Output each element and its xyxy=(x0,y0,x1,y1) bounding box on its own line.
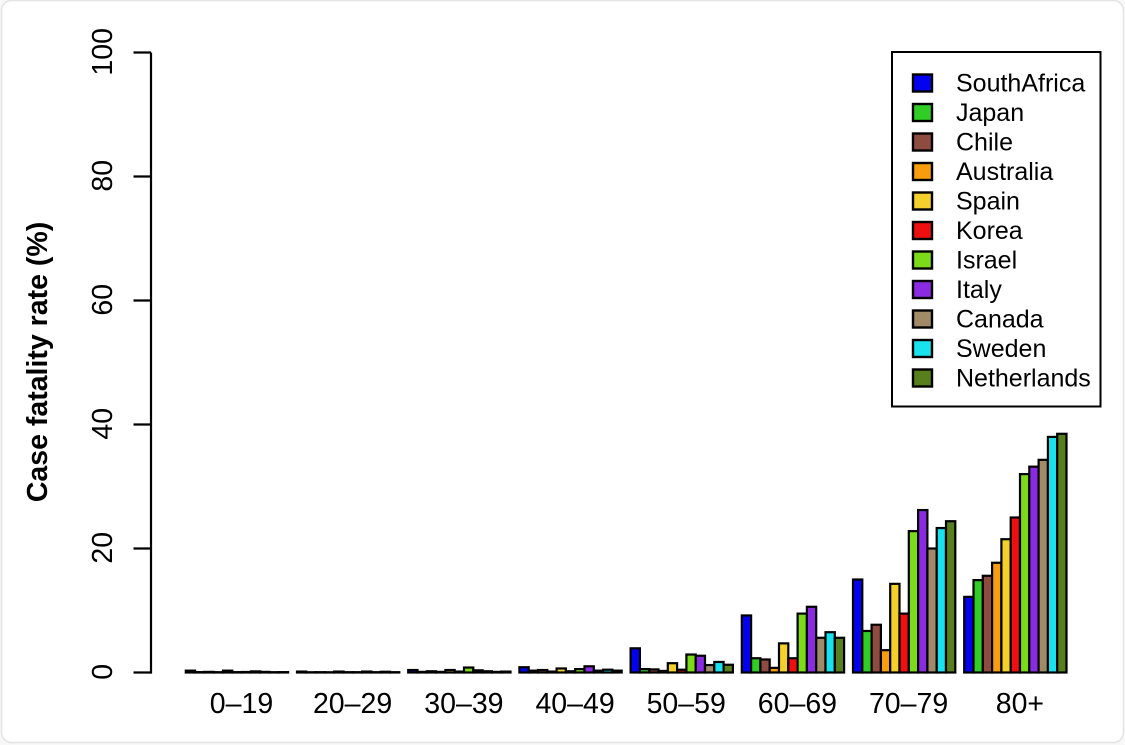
svg-text:0–19: 0–19 xyxy=(210,688,273,720)
svg-text:SouthAfrica: SouthAfrica xyxy=(956,70,1085,98)
svg-text:40–49: 40–49 xyxy=(535,688,614,720)
svg-text:Netherlands: Netherlands xyxy=(956,365,1091,393)
svg-text:30–39: 30–39 xyxy=(424,688,503,720)
svg-text:Australia: Australia xyxy=(956,158,1053,186)
svg-text:Case fatality rate (%): Case fatality rate (%) xyxy=(22,222,54,502)
svg-text:20–29: 20–29 xyxy=(313,688,392,720)
svg-text:Chile: Chile xyxy=(956,129,1013,157)
svg-text:60: 60 xyxy=(87,284,119,316)
svg-text:80+: 80+ xyxy=(996,688,1044,720)
svg-text:50–59: 50–59 xyxy=(647,688,726,720)
svg-text:80: 80 xyxy=(87,160,119,192)
svg-text:70–79: 70–79 xyxy=(869,688,948,720)
svg-text:100: 100 xyxy=(87,28,119,76)
svg-text:40: 40 xyxy=(87,408,119,440)
svg-text:20: 20 xyxy=(87,532,119,564)
svg-text:Japan: Japan xyxy=(956,99,1024,127)
svg-text:60–69: 60–69 xyxy=(758,688,837,720)
svg-text:Spain: Spain xyxy=(956,188,1020,216)
svg-text:0: 0 xyxy=(87,664,119,680)
svg-text:Canada: Canada xyxy=(956,306,1044,334)
svg-text:Sweden: Sweden xyxy=(956,335,1046,363)
svg-text:Italy: Italy xyxy=(956,276,1002,304)
svg-text:Israel: Israel xyxy=(956,247,1017,275)
svg-text:Korea: Korea xyxy=(956,217,1023,245)
